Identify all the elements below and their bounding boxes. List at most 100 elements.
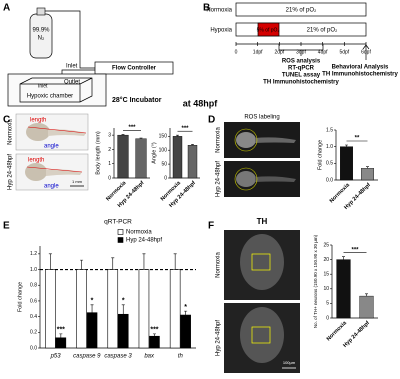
y-axis-label: Fold change bbox=[17, 282, 23, 312]
bar bbox=[187, 145, 198, 179]
day-label: 5dpf bbox=[339, 49, 349, 55]
gas-label: 99.9% bbox=[32, 28, 50, 34]
bar bbox=[340, 146, 354, 181]
bar bbox=[172, 136, 183, 179]
y-tick-label: 50 bbox=[161, 161, 167, 167]
error-bar bbox=[90, 304, 94, 313]
flow-controller: Flow Controller bbox=[112, 66, 157, 72]
inlet-label: Inlet bbox=[66, 64, 78, 70]
error-bar bbox=[176, 134, 179, 137]
analysis: TH Immunohistochemistry bbox=[263, 80, 339, 86]
outlet-label: Outlet bbox=[64, 80, 80, 86]
y-tick-label: 1.2 bbox=[30, 251, 37, 257]
row-label: Hypoxia bbox=[210, 28, 232, 34]
day-label: 2dpf bbox=[274, 49, 284, 55]
y-tick-label: 20 bbox=[323, 257, 329, 263]
day-label: 4dpf bbox=[318, 49, 328, 55]
significance: * bbox=[122, 298, 125, 305]
panel-title: TH bbox=[257, 217, 268, 226]
bar bbox=[149, 335, 160, 349]
bar bbox=[361, 168, 375, 181]
significance: *** bbox=[181, 126, 189, 132]
bar bbox=[359, 295, 374, 319]
x-tick-label: caspase 3 bbox=[104, 354, 132, 360]
error-bar bbox=[152, 333, 156, 337]
y-axis-label: Fold change bbox=[317, 140, 323, 170]
bar bbox=[55, 337, 67, 349]
x-tick-label: p53 bbox=[50, 354, 62, 360]
y-tick-label: 0 bbox=[108, 175, 111, 181]
significance: * bbox=[184, 304, 187, 311]
y-tick-label: 3 bbox=[108, 132, 111, 138]
analysis: TH Immunohistochemistry bbox=[322, 72, 398, 78]
bar bbox=[180, 314, 191, 349]
y-tick-label: 100 bbox=[159, 148, 168, 154]
y-tick-label: 1.5 bbox=[326, 127, 333, 133]
analysis: Behavioral Analysis bbox=[332, 65, 389, 71]
segment-label: 21% of pO₂ bbox=[307, 28, 338, 34]
bar bbox=[86, 312, 98, 349]
incubator-label: 28°C Incubator bbox=[112, 96, 162, 104]
timeline bbox=[235, 2, 370, 60]
scale-label: 1 mm bbox=[72, 179, 83, 184]
embryo-image bbox=[15, 113, 89, 191]
bar bbox=[135, 138, 147, 179]
x-tick-label: caspase 9 bbox=[73, 354, 101, 360]
y-axis-label: Body length (mm) bbox=[95, 131, 101, 175]
th-image bbox=[224, 230, 300, 373]
y-axis-label: No. of TH+ neurons (150.90 x 150.90 x 30… bbox=[313, 234, 318, 328]
row-label: Hyp 24-48hpf bbox=[8, 154, 14, 190]
y-tick-label: 2 bbox=[108, 147, 111, 153]
heading: at 48hpf bbox=[183, 98, 219, 108]
x-tick-label: Normoxia bbox=[326, 320, 349, 343]
significance: ** bbox=[355, 136, 360, 142]
error-bar bbox=[121, 134, 125, 136]
length-label: length bbox=[28, 158, 44, 164]
y-tick-label: 0.5 bbox=[326, 161, 333, 167]
gas-label: N₂ bbox=[38, 36, 45, 42]
y-tick-label: 5 bbox=[326, 301, 329, 307]
bar bbox=[138, 269, 150, 349]
error-bar bbox=[191, 144, 194, 146]
panel-label: C bbox=[3, 115, 10, 126]
segment-label: 5% of pO₂ bbox=[257, 27, 280, 33]
error-bar bbox=[111, 257, 115, 270]
error-bar bbox=[184, 310, 188, 316]
y-tick-label: 0.2 bbox=[30, 330, 37, 336]
error-bar bbox=[48, 253, 52, 270]
bar bbox=[76, 269, 87, 349]
legend-label: Hyp 24-48hpf bbox=[126, 238, 162, 244]
y-tick-label: 0 bbox=[326, 315, 329, 321]
panel-label: F bbox=[208, 221, 214, 232]
angle-label: angle bbox=[44, 184, 59, 190]
significance: *** bbox=[150, 327, 158, 334]
legend-label: Normoxia bbox=[126, 230, 152, 236]
day-label: 1dpf bbox=[253, 49, 263, 55]
error-bar bbox=[142, 253, 146, 270]
ros-image bbox=[224, 122, 300, 197]
error-bar bbox=[345, 144, 348, 147]
angle-label: angle bbox=[44, 144, 59, 150]
legend-swatch bbox=[117, 237, 124, 243]
error-bar bbox=[59, 333, 63, 338]
day-label: 6dpf bbox=[361, 49, 371, 55]
day-label: 0 bbox=[235, 49, 238, 55]
chamber-label: Hypoxic chamber bbox=[27, 94, 73, 100]
analysis: ROS analysis bbox=[282, 59, 321, 65]
row-label: Normoxia bbox=[216, 127, 222, 153]
y-tick-label: 0.4 bbox=[30, 314, 37, 320]
bar bbox=[336, 259, 351, 319]
y-tick-label: 1.0 bbox=[326, 144, 333, 150]
error-bar bbox=[366, 166, 369, 169]
bar bbox=[45, 269, 56, 349]
panel-label: B bbox=[203, 3, 210, 14]
y-tick-label: 10 bbox=[323, 286, 329, 292]
bar bbox=[107, 269, 119, 349]
row-label: Normoxia bbox=[8, 119, 14, 145]
significance: *** bbox=[57, 327, 65, 334]
panel-label: D bbox=[208, 115, 215, 126]
scale-label: 100µm bbox=[283, 360, 296, 365]
x-tick-label: bax bbox=[144, 354, 155, 360]
apparatus bbox=[7, 7, 174, 107]
